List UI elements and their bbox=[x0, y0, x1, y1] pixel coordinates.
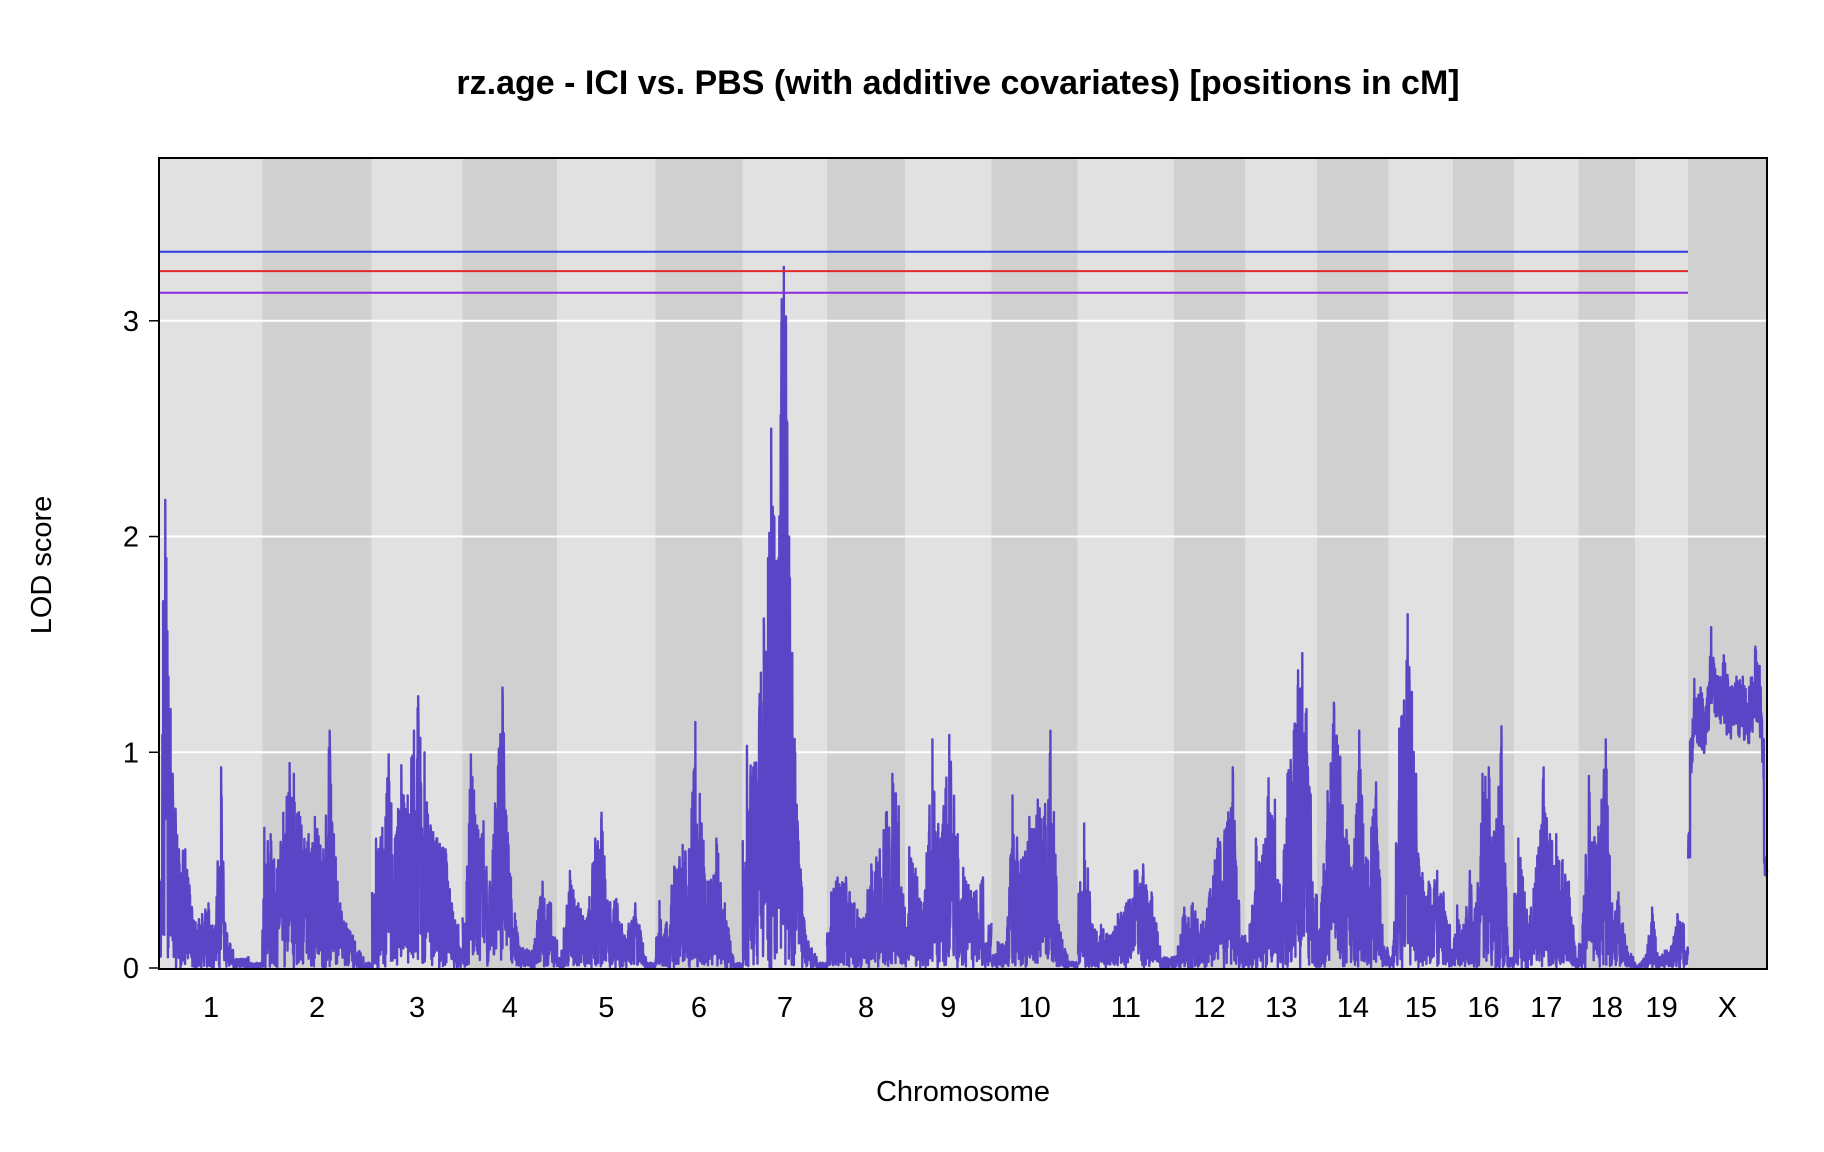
lod-line-chr-8 bbox=[825, 772, 907, 970]
band-chr-1 bbox=[160, 159, 263, 968]
lod-line-chr-12 bbox=[1172, 766, 1247, 970]
x-tick-label-chr-4: 4 bbox=[502, 992, 518, 1024]
x-tick-label-chr-12: 12 bbox=[1193, 992, 1225, 1024]
x-tick-label-chr-5: 5 bbox=[598, 992, 614, 1024]
lod-series bbox=[158, 265, 1769, 970]
x-tick-label-chr-15: 15 bbox=[1405, 992, 1437, 1024]
chart-title: rz.age - ICI vs. PBS (with additive cova… bbox=[456, 64, 1459, 102]
threshold-lines bbox=[160, 250, 1688, 294]
lod-line-chr-3 bbox=[370, 694, 464, 970]
x-tick-label-chr-17: 17 bbox=[1530, 992, 1562, 1024]
lod-line-chr-14 bbox=[1315, 701, 1390, 969]
y-axis: 0 1 2 3 bbox=[123, 306, 159, 985]
lod-line-chr-1 bbox=[158, 498, 264, 970]
plot-frame bbox=[158, 157, 1768, 970]
y-tick-label-1: 1 bbox=[123, 737, 139, 769]
band-chr-X bbox=[1687, 159, 1767, 968]
lod-line-chr-10 bbox=[990, 729, 1079, 969]
x-tick-label-chr-9: 9 bbox=[940, 992, 956, 1024]
x-tick-label-chr-8: 8 bbox=[858, 992, 874, 1024]
lod-line-chr-16 bbox=[1451, 725, 1516, 970]
lod-line-chr-7 bbox=[741, 265, 829, 970]
x-tick-label-chr-10: 10 bbox=[1018, 992, 1050, 1024]
x-tick-label-chr-18: 18 bbox=[1591, 992, 1623, 1024]
lod-line-chr-19 bbox=[1634, 906, 1690, 970]
y-tick-label-0: 0 bbox=[123, 953, 139, 985]
lod-line-chr-4 bbox=[461, 686, 559, 969]
x-tick-label-chr-16: 16 bbox=[1467, 992, 1499, 1024]
x-axis: 1 2 3 4 5 6 7 8 9 10 11 12 13 14 15 16 17 18 19 X bbox=[203, 992, 1737, 1024]
y-tick-label-2: 2 bbox=[123, 522, 139, 554]
x-axis-label: Chromosome bbox=[876, 1076, 1050, 1108]
lod-line-chr-X bbox=[1686, 625, 1769, 878]
lod-line-chr-6 bbox=[654, 720, 744, 970]
y-axis-label: LOD score bbox=[26, 496, 58, 635]
lod-line-chr-17 bbox=[1512, 766, 1580, 970]
band-chr-11 bbox=[1077, 159, 1174, 968]
y-tick-label-3: 3 bbox=[123, 306, 139, 338]
lod-line-chr-13 bbox=[1244, 651, 1319, 970]
x-tick-label-chr-2: 2 bbox=[309, 992, 325, 1024]
band-chr-5 bbox=[557, 159, 656, 968]
x-tick-label-chr-14: 14 bbox=[1337, 992, 1369, 1024]
x-tick-label-chr-3: 3 bbox=[409, 992, 425, 1024]
x-tick-label-chr-7: 7 bbox=[777, 992, 793, 1024]
gridlines bbox=[160, 319, 1766, 754]
lod-line-chr-18 bbox=[1577, 738, 1637, 970]
lod-line-chr-9 bbox=[903, 733, 993, 970]
x-tick-label-chr-11: 11 bbox=[1111, 992, 1141, 1024]
x-tick-label-chr-19: 19 bbox=[1645, 992, 1677, 1024]
x-tick-label-chr-6: 6 bbox=[691, 992, 707, 1024]
band-chr-19 bbox=[1635, 159, 1688, 968]
lod-line-chr-11 bbox=[1076, 822, 1175, 970]
x-tick-label-chr-X: X bbox=[1718, 992, 1737, 1024]
lod-line-chr-5 bbox=[556, 811, 657, 970]
x-tick-label-chr-13: 13 bbox=[1265, 992, 1297, 1024]
lod-line-chr-15 bbox=[1387, 613, 1455, 969]
x-tick-label-chr-1: 1 bbox=[203, 992, 219, 1024]
lod-line-chr-2 bbox=[261, 729, 373, 970]
